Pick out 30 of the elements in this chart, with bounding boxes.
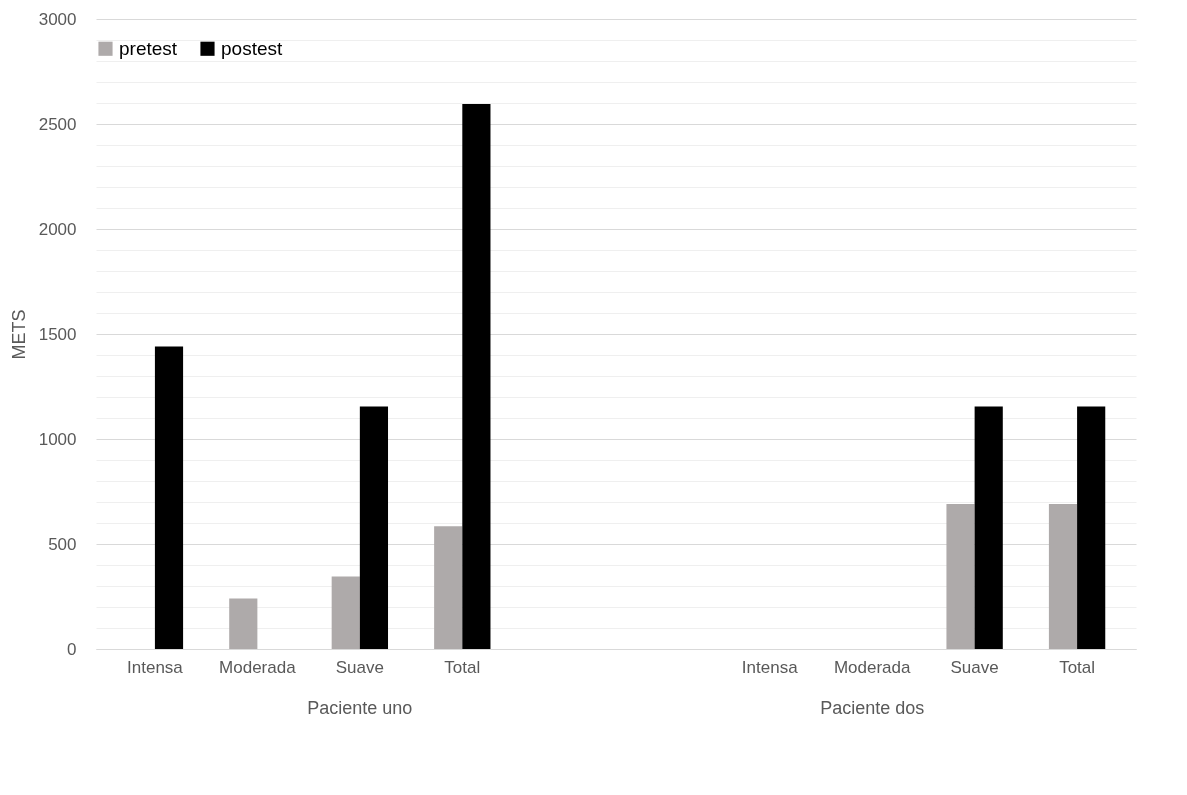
x-tick-label: Intensa (741, 657, 799, 677)
x-tick-label: Total (444, 657, 481, 677)
text: Paciente dos (820, 698, 925, 718)
text: Paciente uno (307, 698, 413, 718)
bar (229, 598, 258, 649)
y-tick-label: 500 (48, 534, 77, 554)
bar (1048, 504, 1078, 649)
y-tick-label: 1000 (38, 429, 77, 449)
y-axis-title: METS (8, 309, 29, 360)
bar (434, 526, 463, 649)
bar (462, 104, 491, 649)
legend-label: pretest (119, 37, 178, 59)
bar (974, 406, 1003, 649)
bar (359, 406, 389, 649)
y-tick-label: 2000 (38, 219, 77, 239)
x-tick-label: Suave (335, 657, 384, 677)
x-tick-label: Intensa (127, 657, 184, 677)
x-tick-label: Suave (950, 657, 999, 677)
bar (154, 346, 184, 649)
legend-label: postest (221, 37, 283, 59)
x-tick-label: Moderada (833, 657, 911, 677)
y-tick-label: 0 (67, 639, 77, 659)
bar (331, 576, 360, 649)
bar (946, 504, 975, 649)
y-tick-label: 3000 (38, 9, 77, 29)
x-tick-label: Total (1059, 657, 1096, 677)
y-tick-label: 2500 (38, 114, 77, 134)
bar (1077, 406, 1106, 649)
y-tick-label: 1500 (38, 324, 77, 344)
x-tick-label: Moderada (219, 657, 297, 677)
